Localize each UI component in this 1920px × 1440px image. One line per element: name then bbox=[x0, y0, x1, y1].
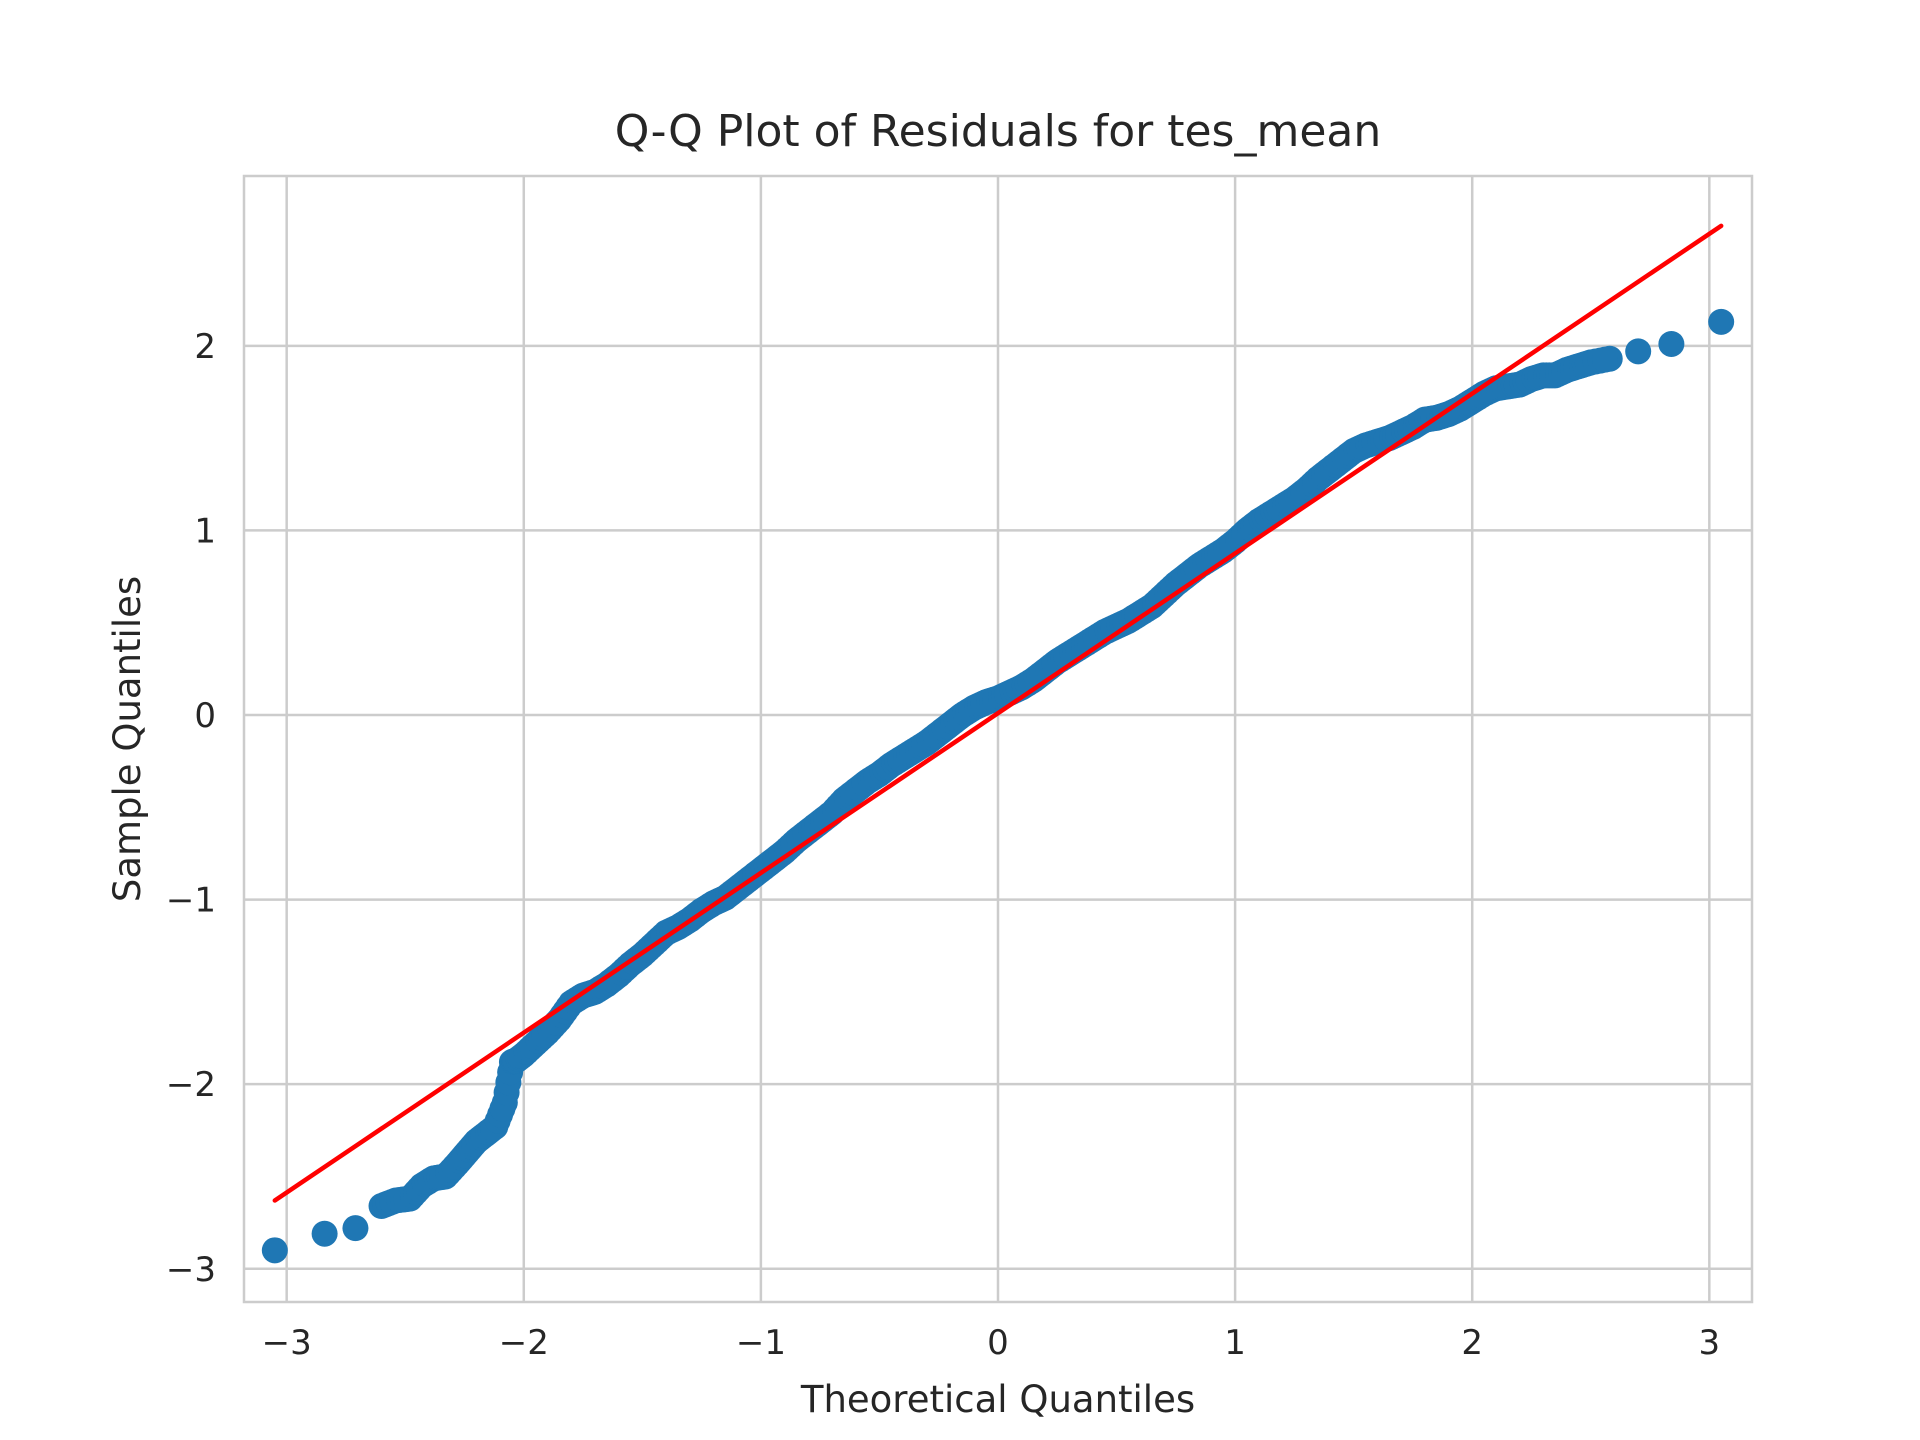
sample-point bbox=[261, 1237, 288, 1264]
x-tick-label: 1 bbox=[1224, 1323, 1246, 1363]
y-tick-label: −3 bbox=[166, 1250, 216, 1290]
sample-point bbox=[311, 1220, 338, 1247]
y-tick-label: −1 bbox=[166, 881, 216, 921]
x-tick-label: 0 bbox=[987, 1323, 1009, 1363]
y-tick-labels: −3 −2 −1 0 1 2 bbox=[166, 327, 216, 1290]
y-tick-label: 2 bbox=[194, 327, 216, 367]
y-tick-label: 1 bbox=[194, 511, 216, 551]
sample-point bbox=[1591, 346, 1618, 373]
sample-points bbox=[261, 308, 1735, 1264]
reference-line bbox=[272, 223, 1724, 1203]
sample-point bbox=[1658, 330, 1685, 357]
x-gridlines bbox=[285, 176, 1711, 1302]
sample-point bbox=[1708, 308, 1735, 335]
sample-point bbox=[1625, 338, 1652, 365]
x-tick-label: 2 bbox=[1461, 1323, 1483, 1363]
x-tick-label: 3 bbox=[1699, 1323, 1721, 1363]
y-tick-label: 0 bbox=[194, 696, 216, 736]
x-tick-label: −1 bbox=[736, 1323, 786, 1363]
x-axis-label: Theoretical Quantiles bbox=[800, 1378, 1195, 1421]
x-tick-label: −3 bbox=[262, 1323, 312, 1363]
y-tick-label: −2 bbox=[166, 1065, 216, 1105]
x-tick-label: −2 bbox=[499, 1323, 549, 1363]
y-axis-label: Sample Quantiles bbox=[106, 576, 149, 902]
plot-frame bbox=[242, 174, 1754, 1304]
x-tick-labels: −3 −2 −1 0 1 2 3 bbox=[262, 1323, 1721, 1363]
sample-point bbox=[342, 1215, 369, 1242]
chart-title: Q-Q Plot of Residuals for tes_mean bbox=[615, 106, 1382, 157]
